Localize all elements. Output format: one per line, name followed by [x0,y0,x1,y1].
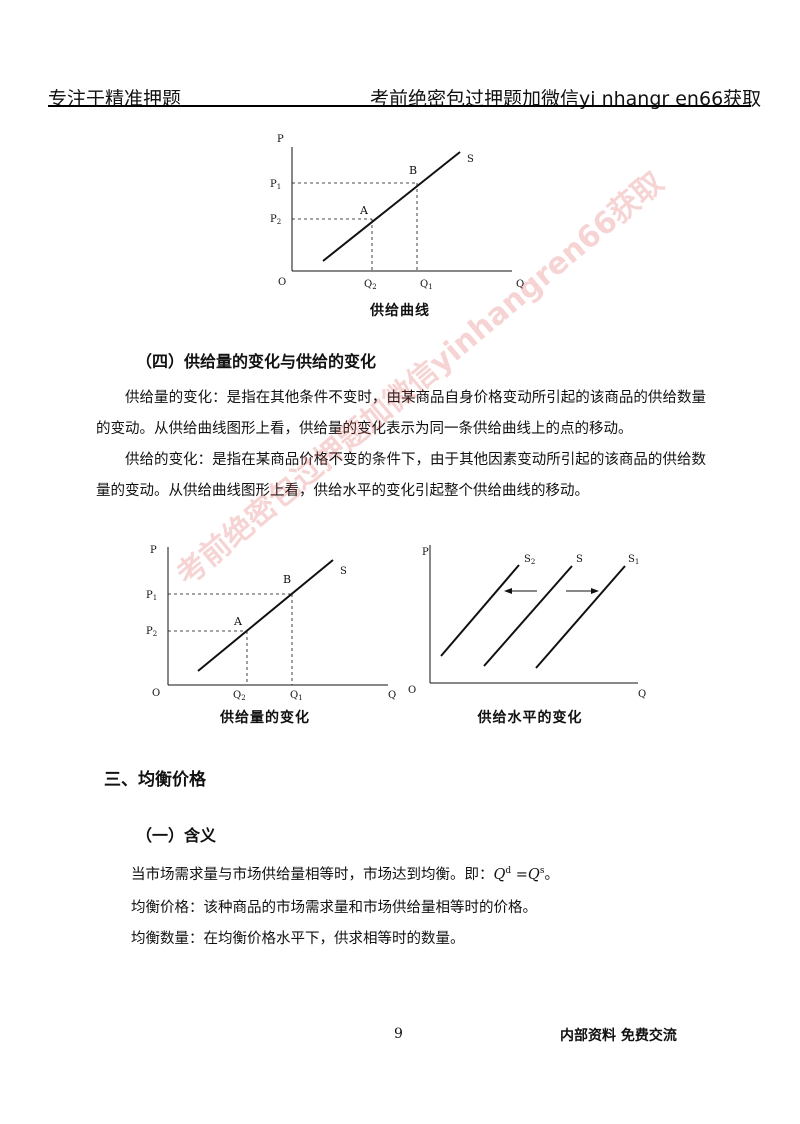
section4-title: （四）供给量的变化与供给的变化 [136,352,377,371]
fig1-q-label: Q [516,279,524,290]
equilibrium-line: 当市场需求量与市场供给量相等时，市场达到均衡。即：Qd =Qs。 [131,866,559,883]
section4-para1: 供给量的变化：是指在其他条件不变时，由某商品自身价格变动所引起的该商品的供给数量… [96,390,706,437]
fig2-origin-label: O [152,688,160,699]
fig1-p1-label: P1 [270,179,281,191]
fig1-q1-label: Q1 [420,279,433,291]
fig2-q1-label: Q1 [290,690,303,702]
footer-note: 内部资料 免费交流 [560,1028,677,1044]
fig1-p2-label: P2 [270,214,281,226]
fig2-q2-label: Q2 [233,690,246,702]
fig1-p-label: P [277,134,284,145]
fig3-s1-label: S1 [628,554,639,566]
equilibrium-price-line: 均衡价格：该种商品的市场需求量和市场供给量相等时的价格。 [131,900,537,916]
fig1-a-label: A [359,204,369,217]
header-right: 考前绝密包过押题加微信yi nhangr en66获取 [370,88,762,110]
quantity-supplied-figure: P S B A P1 P2 O Q2 Q1 Q [146,545,396,702]
section4-para2: 供给的变化：是指在某商品价格不变的条件下，由于其他因素变动所引起的该商品的供给数… [96,452,706,499]
fig2-p2-label: P2 [146,626,157,638]
fig3-q-label: Q [638,689,646,700]
section4-body: 供给量的变化：是指在其他条件不变时，由某商品自身价格变动所引起的该商品的供给数量… [96,383,706,507]
fig1-caption: 供给曲线 [370,303,430,319]
supply-curve-figure: P S B A P1 P2 O Q2 Q1 Q [270,134,524,291]
fig1-b-label: B [409,164,417,177]
fig2-p1-label: P1 [146,590,157,602]
fig2-q-label: Q [388,690,396,701]
header-left: 专注于精准押题 [48,88,182,110]
fig1-s-label: S [467,154,474,165]
fig3-s-label: S [576,554,583,565]
fig2-caption: 供给量的变化 [220,710,310,726]
fig3-s-line [483,565,573,667]
fig3-left-arrowhead [504,588,512,594]
fig2-a-label: A [233,615,243,628]
fig3-right-arrowhead [591,588,599,594]
fig1-origin-label: O [278,277,286,288]
supply-shift-figure: P S2 S S1 O Q [408,545,646,700]
fig3-s2-label: S2 [524,554,535,566]
fig2-supply-line [197,559,334,672]
fig3-p-label: P [422,547,429,558]
fig1-supply-line [322,151,461,262]
fig1-q2-label: Q2 [364,279,377,291]
fig2-p-label: P [150,545,157,556]
page-number: 9 [394,1026,403,1042]
fig3-caption: 供给水平的变化 [477,710,583,726]
section3-subtitle: （一）含义 [136,826,217,845]
fig3-s1-line [535,565,626,669]
fig2-s-label: S [340,566,347,577]
header-rule [48,105,751,107]
fig3-s2-line [440,564,520,657]
equilibrium-quantity-line: 均衡数量：在均衡价格水平下，供求相等时的数量。 [131,931,465,947]
section3-title: 三、均衡价格 [104,770,206,790]
fig2-b-label: B [283,573,291,586]
fig3-origin-label: O [408,685,416,696]
